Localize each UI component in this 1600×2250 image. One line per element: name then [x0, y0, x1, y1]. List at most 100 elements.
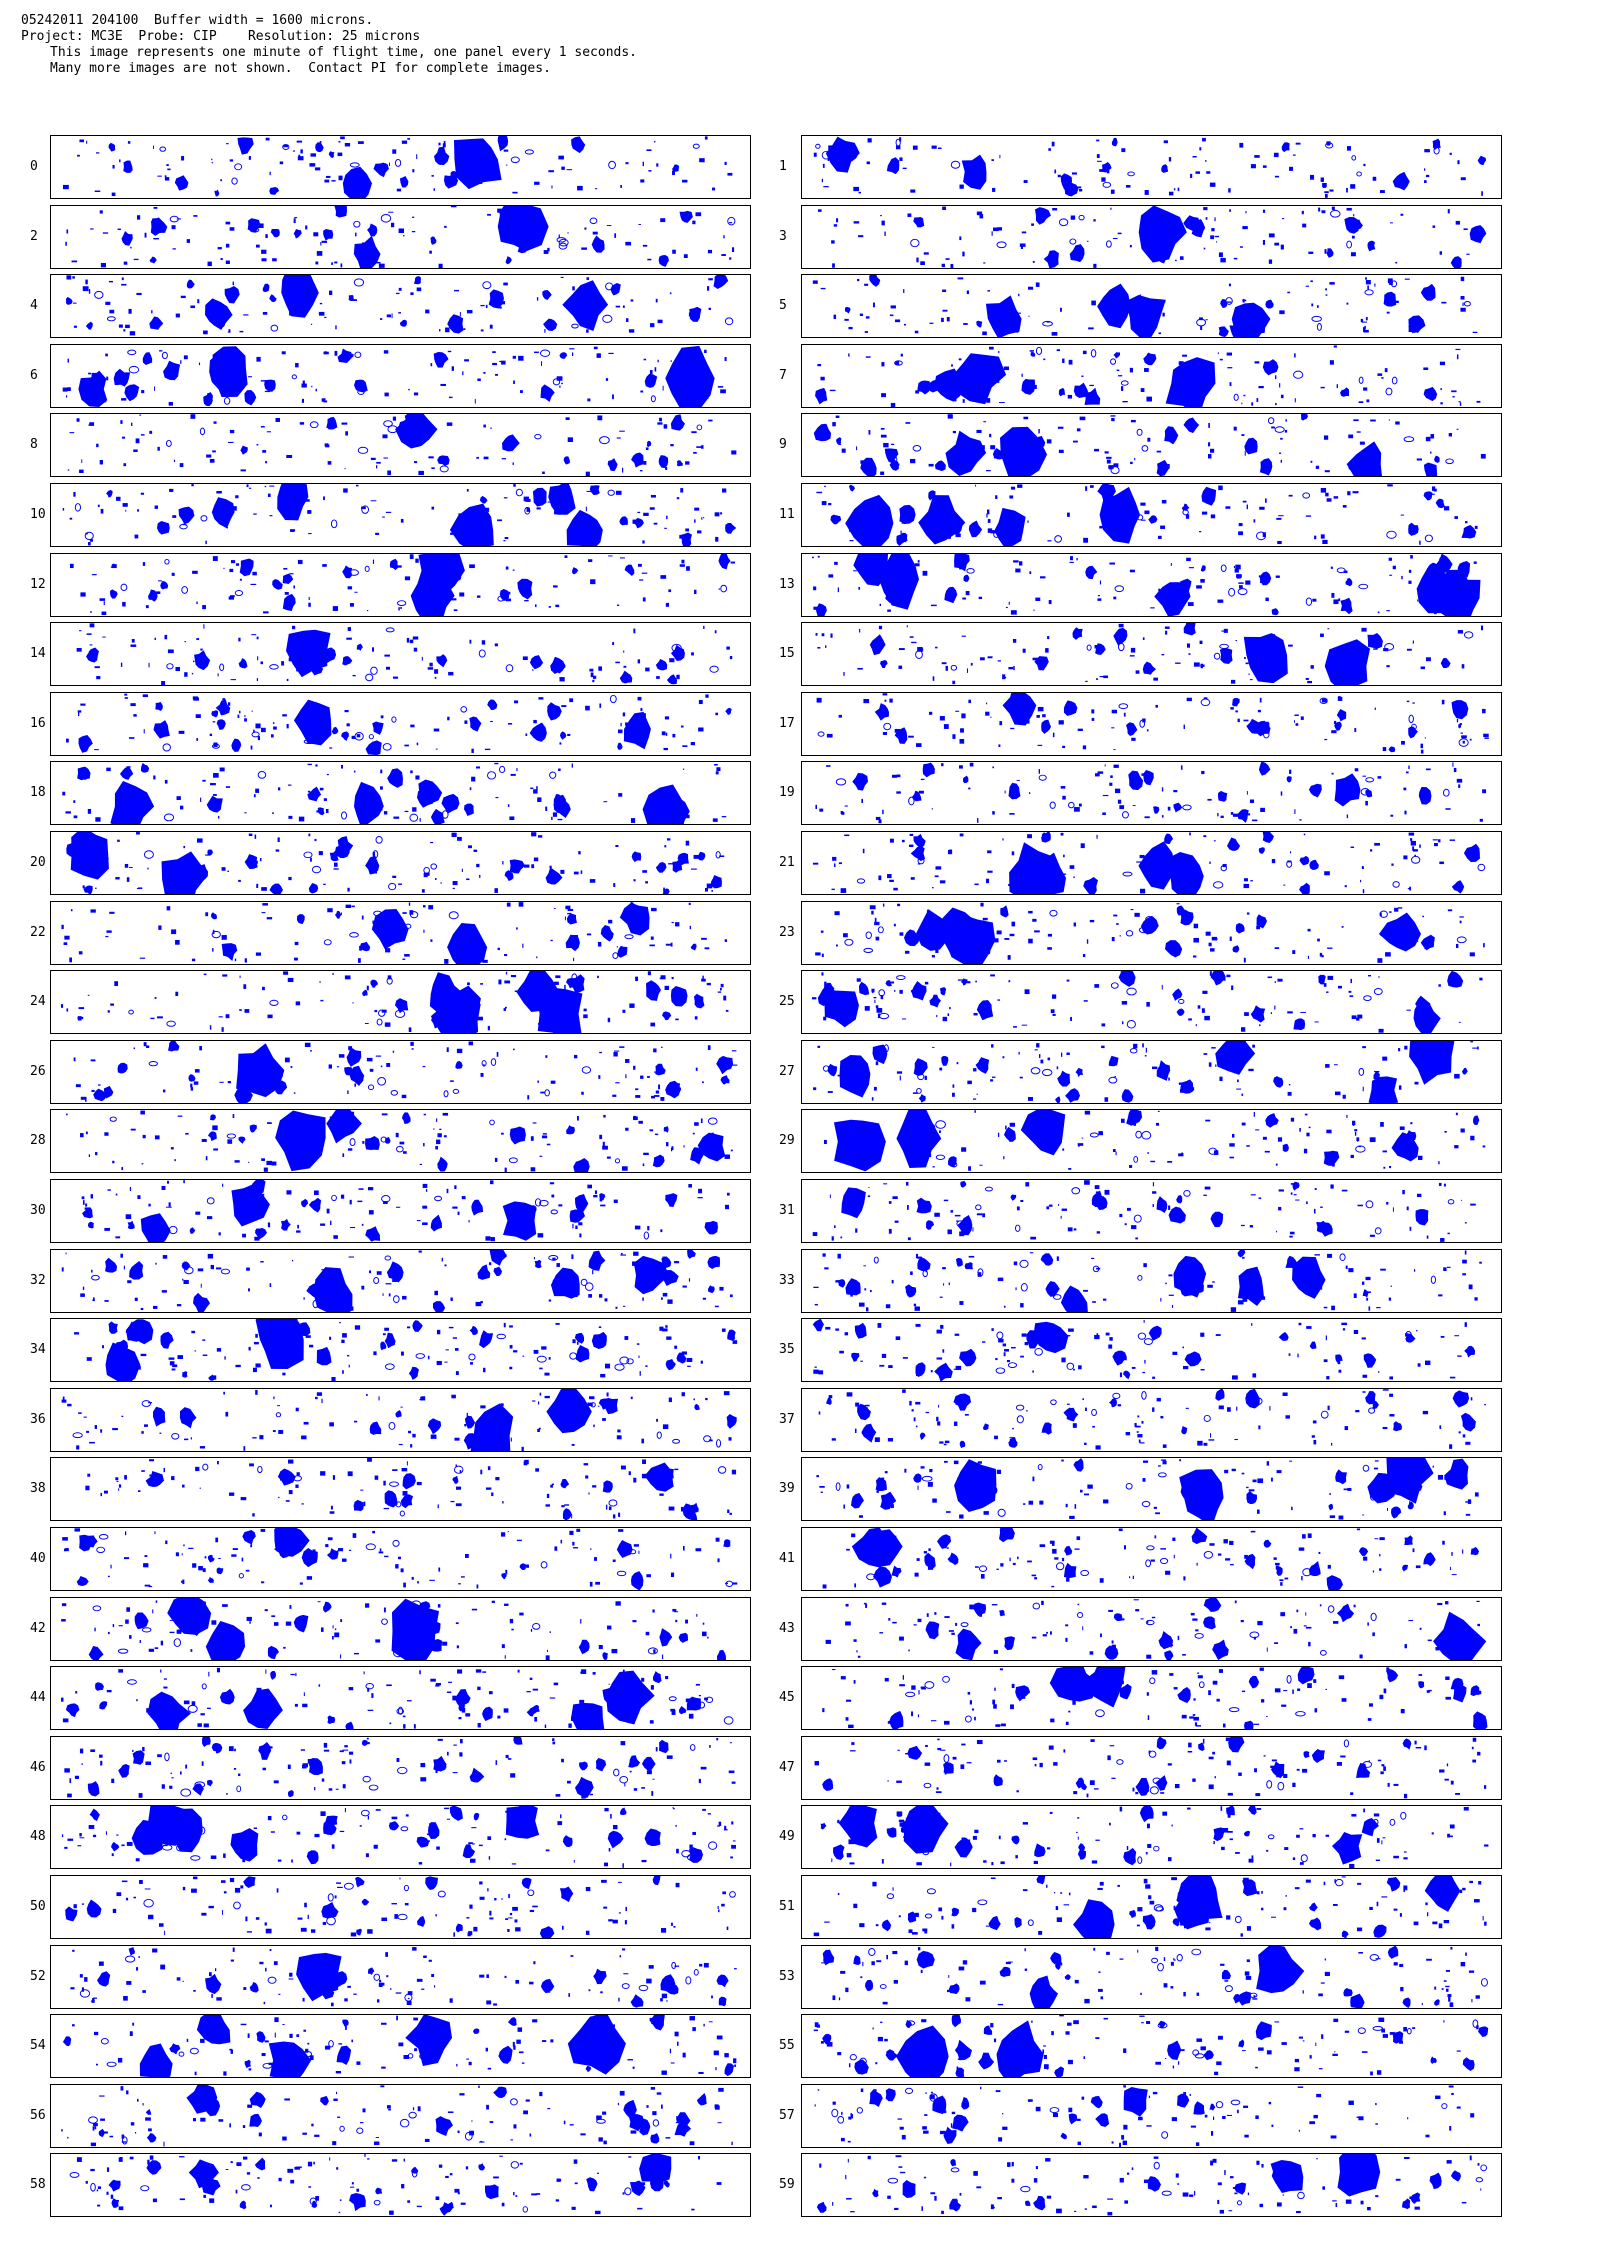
particle-speck: [863, 1265, 866, 1267]
particle-speck: [1081, 375, 1084, 377]
particle-blob: [655, 862, 667, 873]
particle-speck: [151, 310, 153, 314]
particle-speck: [1341, 1189, 1348, 1192]
particle-blob: [665, 1193, 678, 1208]
particle-blob: [1011, 449, 1025, 466]
particle-blob: [145, 1470, 165, 1487]
particle-speck: [695, 212, 702, 217]
particle-blob: [848, 484, 855, 492]
particle-speck: [1206, 171, 1211, 174]
particle-speck: [817, 363, 822, 367]
particle-speck: [243, 1446, 246, 1451]
particle-speck: [1161, 1459, 1167, 1461]
particle-speck: [1165, 1282, 1167, 1285]
particle-blob: [929, 994, 941, 1008]
particle-speck: [1322, 539, 1328, 544]
particle-blob: [1444, 1458, 1469, 1490]
particle-speck: [148, 1585, 153, 1588]
particle-speck: [1323, 983, 1327, 987]
particle-speck: [205, 540, 207, 545]
particle-speck: [1065, 1503, 1068, 1508]
particle-speck: [882, 809, 884, 815]
particle-speck: [1217, 352, 1219, 355]
particle-speck: [293, 218, 296, 224]
particle-ring: [128, 365, 140, 374]
particle-speck: [466, 489, 469, 492]
particle-speck: [1278, 1189, 1284, 1192]
particle-speck: [1451, 390, 1457, 393]
particle-speck: [98, 1084, 101, 1086]
particle-speck: [325, 808, 329, 813]
particle-speck: [171, 929, 177, 935]
particle-blob: [509, 859, 526, 874]
particle-speck: [1210, 235, 1214, 240]
particle-blob: [1148, 515, 1158, 524]
particle-speck: [1120, 386, 1124, 391]
particle-speck: [572, 1339, 576, 1344]
particle-speck: [1235, 640, 1238, 642]
particle-speck: [1416, 1193, 1422, 1198]
particle-speck: [169, 488, 174, 492]
particle-speck: [968, 787, 971, 790]
particle-speck: [1131, 737, 1136, 741]
particle-speck: [937, 1421, 941, 1426]
particle-blob: [661, 1256, 672, 1269]
particle-speck: [615, 305, 621, 308]
particle-speck: [1183, 724, 1185, 730]
particle-speck: [183, 1438, 189, 1441]
particle-speck: [1307, 955, 1310, 959]
particle-blob: [1367, 632, 1383, 649]
particle-speck: [329, 290, 333, 296]
particle-speck: [1051, 332, 1058, 336]
particle-speck: [252, 1437, 257, 1439]
particle-ring: [389, 1481, 399, 1487]
particle-speck: [494, 762, 499, 765]
particle-speck: [1258, 1197, 1262, 1199]
particle-ring: [171, 1432, 180, 1440]
particle-speck: [386, 1062, 391, 1067]
particle-speck: [1420, 749, 1424, 754]
particle-speck: [1226, 352, 1233, 356]
particle-speck: [531, 832, 537, 837]
particle-ring: [1129, 1048, 1138, 1054]
particle-blob: [1452, 1390, 1470, 1408]
particle-speck: [142, 1134, 146, 1139]
particle-speck: [1186, 557, 1191, 562]
particle-blob: [1440, 657, 1451, 669]
particle-speck: [670, 1553, 672, 1559]
particle-blob: [1309, 859, 1319, 870]
particle-speck: [89, 1441, 95, 1444]
panel-label: 5: [779, 298, 787, 313]
particle-image: [61, 1389, 737, 1451]
particle-blob: [125, 1321, 144, 1342]
particle-speck: [624, 1336, 629, 1340]
particle-blob: [1156, 1060, 1171, 1081]
particle-blob: [928, 490, 936, 501]
particle-blob: [913, 833, 926, 849]
particle-speck: [1162, 312, 1165, 317]
particle-speck: [190, 414, 196, 419]
particle-blob: [78, 370, 108, 407]
particle-blob: [155, 701, 163, 712]
particle-speck: [727, 172, 733, 176]
particle-blob: [452, 571, 462, 581]
particle-blob: [384, 1490, 398, 1508]
particle-speck: [67, 387, 71, 392]
particle-speck: [704, 136, 708, 140]
particle-blob: [1420, 283, 1436, 301]
particle-speck: [1257, 1478, 1264, 1484]
particle-ring: [1157, 1472, 1167, 1478]
particle-speck: [216, 490, 222, 494]
particle-blob: [240, 445, 248, 455]
particle-speck: [1050, 1009, 1055, 1014]
particle-speck: [1331, 206, 1335, 210]
particle-speck: [820, 930, 824, 933]
particle-speck: [700, 1118, 703, 1124]
particle-speck: [607, 1017, 611, 1023]
particle-blob: [78, 734, 93, 753]
particle-speck: [198, 362, 201, 366]
particle-ring: [430, 863, 438, 870]
particle-speck: [340, 136, 345, 140]
particle-blob: [1415, 1209, 1429, 1226]
particle-image: [812, 1319, 1476, 1381]
